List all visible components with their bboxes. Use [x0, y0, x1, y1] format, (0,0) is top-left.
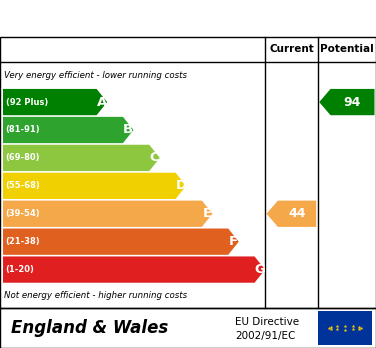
Text: D: D — [175, 179, 186, 192]
Text: EU Directive: EU Directive — [235, 317, 299, 327]
Text: Very energy efficient - lower running costs: Very energy efficient - lower running co… — [4, 71, 187, 80]
Polygon shape — [319, 89, 374, 115]
Text: Potential: Potential — [320, 45, 374, 54]
Text: Current: Current — [269, 45, 314, 54]
Text: (81-91): (81-91) — [6, 126, 40, 134]
Polygon shape — [3, 117, 133, 143]
Polygon shape — [3, 229, 239, 255]
Text: (39-54): (39-54) — [6, 209, 40, 218]
Text: B: B — [123, 124, 133, 136]
Text: A: A — [97, 96, 107, 109]
Text: F: F — [229, 235, 238, 248]
Polygon shape — [3, 200, 212, 227]
Polygon shape — [3, 145, 160, 171]
Text: (69-80): (69-80) — [6, 153, 40, 163]
Text: 2002/91/EC: 2002/91/EC — [235, 331, 296, 341]
Polygon shape — [267, 200, 316, 227]
Text: (21-38): (21-38) — [6, 237, 40, 246]
Text: G: G — [255, 263, 265, 276]
Text: (55-68): (55-68) — [6, 181, 40, 190]
Text: (92 Plus): (92 Plus) — [6, 97, 48, 106]
Text: England & Wales: England & Wales — [11, 319, 168, 337]
Polygon shape — [3, 256, 265, 283]
Text: C: C — [150, 151, 159, 164]
Bar — [318, 311, 372, 345]
Text: E: E — [203, 207, 212, 220]
Text: 94: 94 — [344, 96, 361, 109]
Text: (1-20): (1-20) — [6, 265, 35, 274]
Text: Energy Efficiency Rating: Energy Efficiency Rating — [64, 9, 312, 27]
Polygon shape — [3, 89, 107, 115]
Polygon shape — [3, 173, 186, 199]
Text: Not energy efficient - higher running costs: Not energy efficient - higher running co… — [4, 291, 187, 300]
Text: 44: 44 — [288, 207, 306, 220]
